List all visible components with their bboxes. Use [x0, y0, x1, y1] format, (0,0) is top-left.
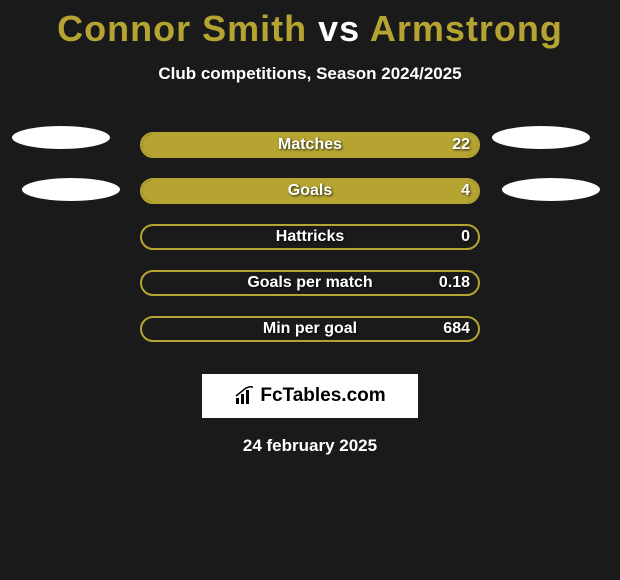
stat-label: Min per goal — [263, 320, 357, 338]
stat-row: Hattricks 0 — [0, 214, 620, 260]
chart-icon — [234, 386, 256, 406]
page-title: Connor Smith vs Armstrong — [57, 8, 563, 50]
stat-label: Goals per match — [247, 274, 372, 292]
date-text: 24 february 2025 — [243, 436, 377, 456]
stat-row: Min per goal 684 — [0, 306, 620, 352]
logo-label: FcTables.com — [260, 385, 385, 407]
decorative-ellipse — [492, 126, 590, 149]
stat-value: 0.18 — [439, 274, 470, 292]
stat-value: 4 — [461, 182, 470, 200]
stat-row: Goals per match 0.18 — [0, 260, 620, 306]
decorative-ellipse — [22, 178, 120, 201]
player1-name: Connor Smith — [57, 8, 307, 49]
stat-label: Hattricks — [276, 228, 344, 246]
decorative-ellipse — [502, 178, 600, 201]
stat-value: 22 — [452, 136, 470, 154]
stat-label: Goals — [288, 182, 332, 200]
player2-name: Armstrong — [370, 8, 563, 49]
stat-value: 684 — [443, 320, 470, 338]
stat-value: 0 — [461, 228, 470, 246]
logo-text: FcTables.com — [234, 385, 385, 407]
main-container: Connor Smith vs Armstrong Club competiti… — [0, 0, 620, 456]
vs-text: vs — [318, 8, 360, 49]
stats-area: Matches 22 Goals 4 Hattricks 0 Goals per match… — [0, 122, 620, 352]
decorative-ellipse — [12, 126, 110, 149]
stat-label: Matches — [278, 136, 342, 154]
logo-box: FcTables.com — [202, 374, 418, 418]
subtitle: Club competitions, Season 2024/2025 — [158, 64, 461, 84]
